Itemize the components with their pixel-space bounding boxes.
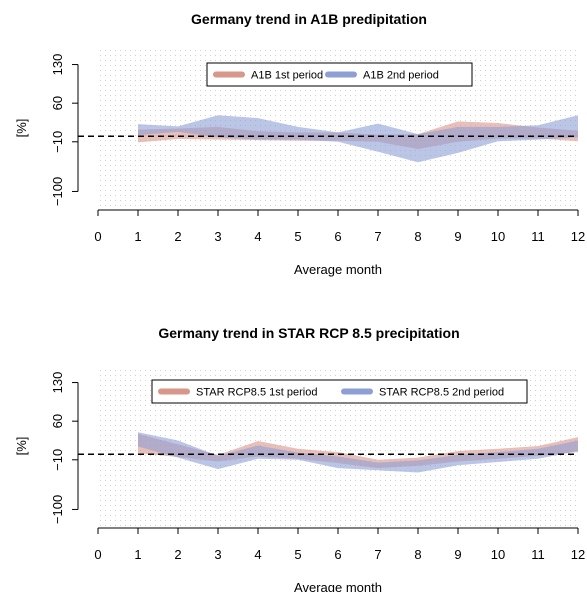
series-band-2 [138, 115, 578, 163]
x-tick-label: 11 [531, 229, 545, 244]
series-band-2 [138, 432, 578, 473]
legend: STAR RCP8.5 1st period STAR RCP8.5 2nd pe… [151, 379, 528, 404]
x-tick-label: 8 [414, 229, 421, 244]
x-axis-label: Average month [294, 580, 382, 592]
y-tick-label: 60 [50, 414, 65, 428]
legend-box [151, 379, 528, 404]
y-tick-label: 130 [50, 54, 65, 76]
x-tick-label: 1 [134, 547, 141, 562]
chart-panel-2: Germany trend in STAR RCP 8.5 precipitat… [14, 325, 585, 592]
x-axis-label: Average month [294, 262, 382, 277]
x-tick-label: 5 [294, 547, 301, 562]
y-tick-label: 60 [50, 96, 65, 110]
chart-title: Germany trend in A1B predipitation [191, 11, 427, 27]
legend-label-1: A1B 1st period [251, 70, 323, 82]
x-tick-label: 1 [134, 229, 141, 244]
legend: A1B 1st period A1B 2nd period [206, 62, 473, 87]
x-tick-label: 6 [334, 547, 341, 562]
x-tick-label: 3 [214, 229, 221, 244]
x-tick-label: 8 [414, 547, 421, 562]
x-tick-label: 10 [491, 547, 505, 562]
y-axis-label: [%] [14, 119, 29, 138]
x-tick-label: 0 [94, 229, 101, 244]
x-tick-label: 4 [254, 547, 261, 562]
x-tick-label: 0 [94, 547, 101, 562]
x-tick-label: 2 [174, 229, 181, 244]
x-tick-label: 7 [374, 547, 381, 562]
y-tick-label: 130 [50, 372, 65, 394]
x-tick-label: 6 [334, 229, 341, 244]
x-tick-label: 4 [254, 229, 261, 244]
legend-label-2: STAR RCP8.5 2nd period [379, 387, 504, 399]
x-tick-label: 9 [454, 547, 461, 562]
x-tick-label: 12 [571, 547, 585, 562]
x-tick-label: 12 [571, 229, 585, 244]
y-tick-label: −10 [50, 449, 65, 471]
x-tick-label: 9 [454, 229, 461, 244]
x-tick-label: 2 [174, 547, 181, 562]
y-axis-label: [%] [14, 437, 29, 456]
legend-label-1: STAR RCP8.5 1st period [196, 387, 317, 399]
x-tick-label: 5 [294, 229, 301, 244]
x-tick-label: 11 [531, 547, 545, 562]
y-tick-label: −100 [50, 495, 65, 524]
chart-title: Germany trend in STAR RCP 8.5 precipitat… [158, 325, 459, 341]
y-tick-label: −100 [50, 177, 65, 206]
x-tick-label: 7 [374, 229, 381, 244]
chart-panel-1: Germany trend in A1B predipitation−100−1… [14, 11, 585, 277]
legend-label-2: A1B 2nd period [363, 70, 439, 82]
x-tick-label: 3 [214, 547, 221, 562]
x-tick-label: 10 [491, 229, 505, 244]
y-tick-label: −10 [50, 131, 65, 153]
